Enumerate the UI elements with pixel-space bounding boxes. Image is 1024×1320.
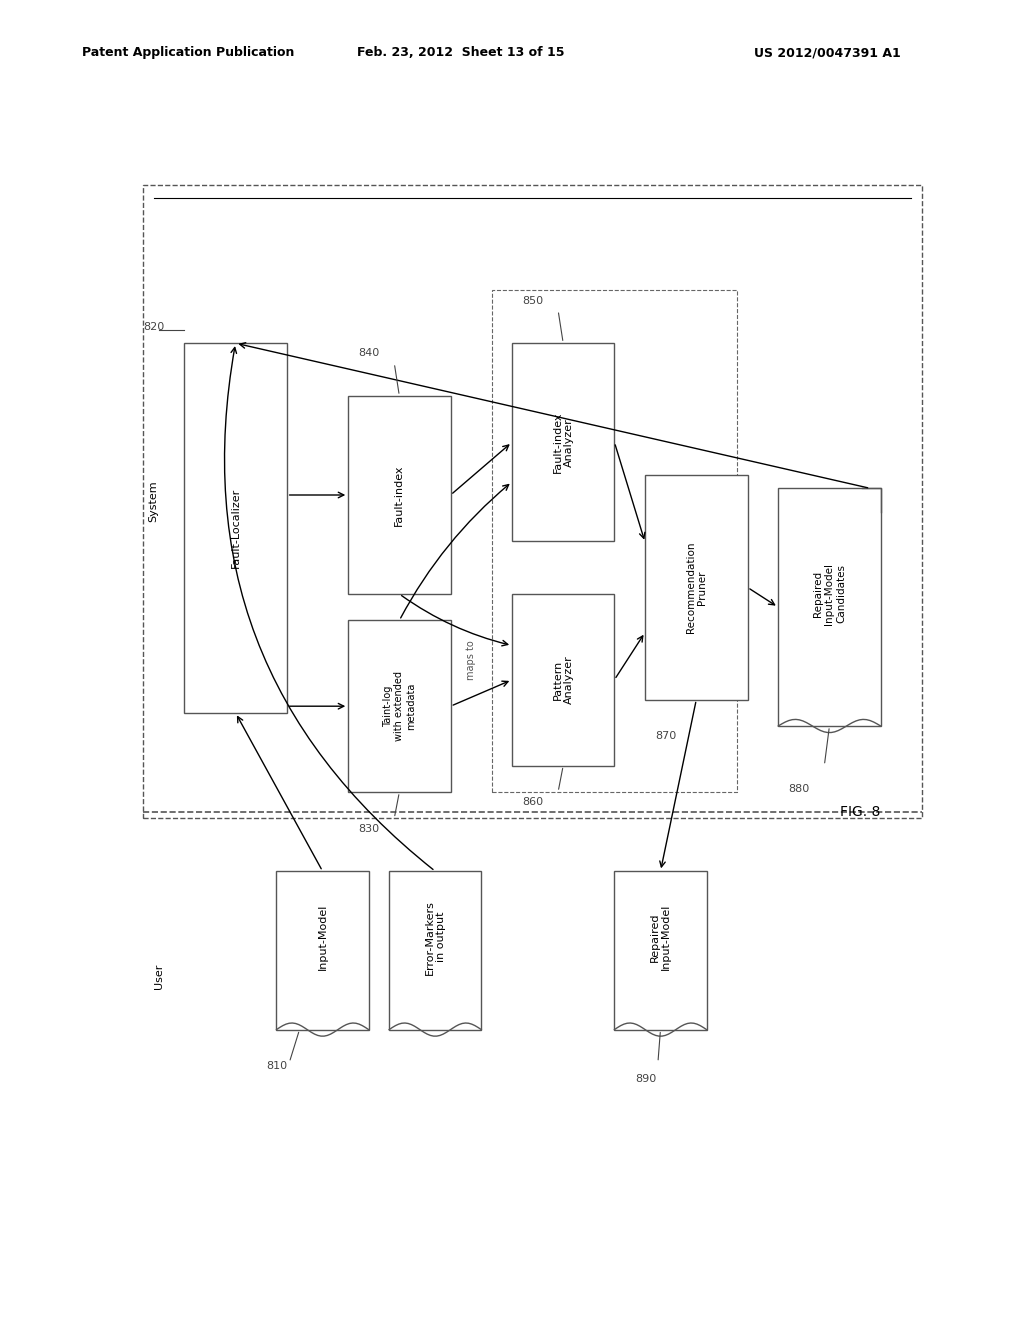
FancyBboxPatch shape: [184, 343, 287, 713]
Text: US 2012/0047391 A1: US 2012/0047391 A1: [755, 46, 901, 59]
FancyBboxPatch shape: [512, 594, 614, 766]
FancyBboxPatch shape: [348, 396, 451, 594]
Text: Fault-Localizer: Fault-Localizer: [230, 488, 241, 568]
FancyBboxPatch shape: [512, 343, 614, 541]
FancyBboxPatch shape: [778, 488, 881, 726]
Text: Input-Model: Input-Model: [317, 904, 328, 970]
Text: maps to: maps to: [466, 640, 476, 680]
Text: Fault-index: Fault-index: [394, 465, 404, 525]
Text: 870: 870: [655, 731, 677, 742]
FancyBboxPatch shape: [276, 871, 369, 1030]
FancyBboxPatch shape: [614, 871, 707, 1030]
FancyBboxPatch shape: [645, 475, 748, 700]
Text: Fault-index
Analyzer: Fault-index Analyzer: [552, 412, 574, 473]
Text: Repaired
Input-Model: Repaired Input-Model: [649, 904, 672, 970]
Text: Patent Application Publication: Patent Application Publication: [82, 46, 294, 59]
Text: Error-Markers
in output: Error-Markers in output: [424, 900, 446, 974]
Text: Repaired
Input-Model
Candidates: Repaired Input-Model Candidates: [813, 564, 846, 624]
Text: 840: 840: [358, 348, 380, 359]
Text: 860: 860: [522, 797, 544, 808]
Text: Recommendation
Pruner: Recommendation Pruner: [685, 541, 708, 634]
Text: 850: 850: [522, 296, 544, 306]
Text: Feb. 23, 2012  Sheet 13 of 15: Feb. 23, 2012 Sheet 13 of 15: [357, 46, 564, 59]
Text: Taint-log
with extended
metadata: Taint-log with extended metadata: [383, 671, 416, 742]
Text: User: User: [154, 964, 164, 990]
Text: 830: 830: [358, 824, 380, 834]
Text: 880: 880: [788, 784, 810, 795]
Text: 810: 810: [266, 1061, 288, 1072]
FancyBboxPatch shape: [389, 871, 481, 1030]
Text: System: System: [148, 480, 159, 523]
FancyBboxPatch shape: [348, 620, 451, 792]
Text: 820: 820: [143, 322, 165, 333]
Text: FIG. 8: FIG. 8: [840, 805, 880, 818]
Text: Pattern
Analyzer: Pattern Analyzer: [552, 656, 574, 704]
Text: 890: 890: [635, 1074, 656, 1085]
